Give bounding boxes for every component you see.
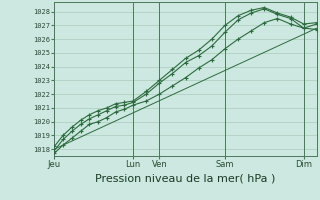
X-axis label: Pression niveau de la mer( hPa ): Pression niveau de la mer( hPa ) — [95, 173, 276, 183]
